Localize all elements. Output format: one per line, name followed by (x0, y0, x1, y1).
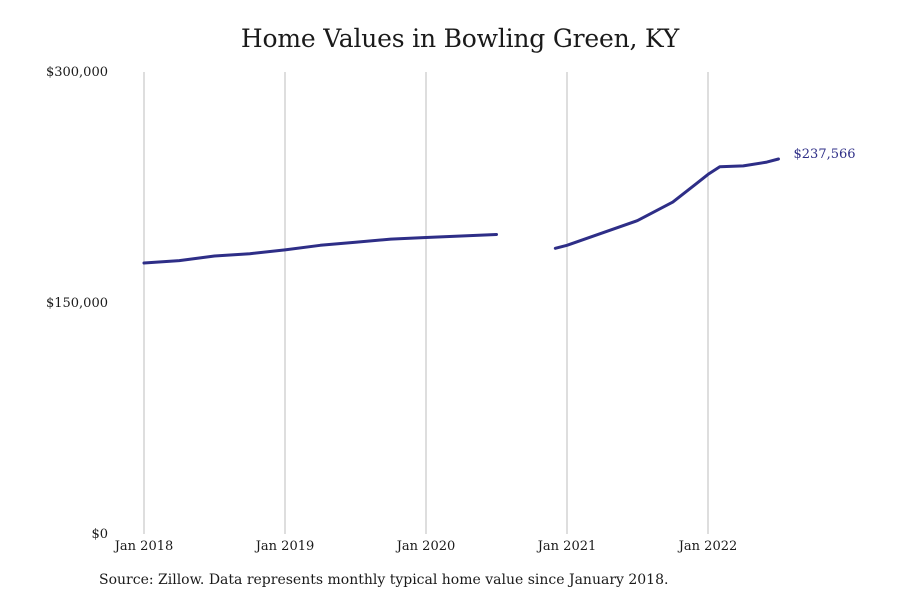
x-tick-label-3: Jan 2020 (395, 539, 456, 554)
y-tick-label-3: $300,000 (46, 65, 108, 80)
x-axis-tick-labels: Jan 2018 Jan 2019 Jan 2020 Jan 2021 Jan 2022 (113, 539, 738, 554)
series-line-segment-2 (553, 157, 780, 250)
x-tick-label-1: Jan 2018 (113, 539, 174, 554)
x-tick-label-5: Jan 2022 (677, 539, 738, 554)
y-axis-tick-labels: $0 $150,000 $300,000 (46, 65, 108, 542)
series-home-values (142, 157, 780, 265)
x-tick-label-4: Jan 2021 (536, 539, 597, 554)
source-note: Source: Zillow. Data represents monthly … (99, 572, 669, 588)
series-line-segment-1 (142, 233, 498, 265)
vertical-gridlines (143, 72, 709, 534)
y-tick-label-1: $0 (91, 527, 108, 542)
chart-title: Home Values in Bowling Green, KY (240, 24, 680, 53)
end-value-label: $237,566 (794, 147, 856, 162)
y-tick-label-2: $150,000 (46, 296, 108, 311)
x-tick-label-2: Jan 2019 (254, 539, 315, 554)
